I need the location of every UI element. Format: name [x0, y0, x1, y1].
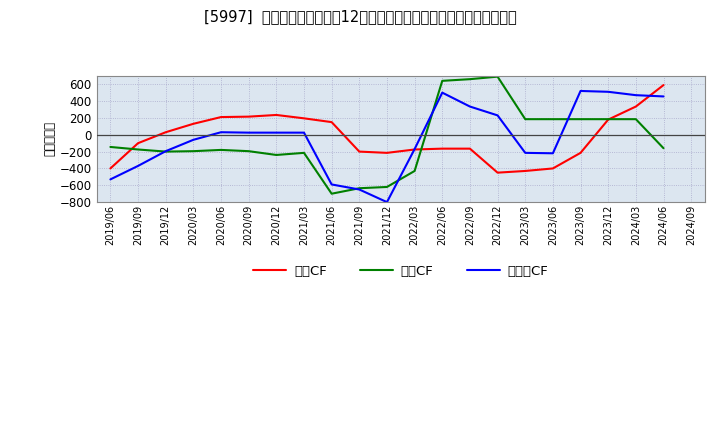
営業CF [410, 147, 419, 152]
投資CF [328, 191, 336, 196]
営業CF [604, 117, 613, 122]
投資CF [410, 169, 419, 174]
フリーCF [410, 147, 419, 152]
フリーCF [382, 199, 391, 205]
フリーCF [300, 130, 308, 135]
フリーCF [660, 94, 668, 99]
営業CF [521, 169, 529, 174]
営業CF [438, 146, 446, 151]
営業CF [189, 121, 198, 126]
営業CF [300, 116, 308, 121]
投資CF [493, 74, 502, 79]
営業CF [493, 170, 502, 175]
フリーCF [355, 187, 364, 192]
フリーCF [493, 113, 502, 118]
Line: 営業CF: 営業CF [110, 85, 664, 172]
フリーCF [217, 130, 225, 135]
営業CF [161, 130, 170, 135]
営業CF [631, 104, 640, 109]
Line: フリーCF: フリーCF [110, 91, 664, 202]
フリーCF [134, 163, 143, 169]
投資CF [549, 117, 557, 122]
投資CF [217, 147, 225, 153]
営業CF [106, 166, 114, 171]
投資CF [660, 146, 668, 151]
営業CF [355, 149, 364, 154]
投資CF [272, 152, 281, 158]
投資CF [604, 117, 613, 122]
フリーCF [106, 177, 114, 182]
営業CF [549, 166, 557, 171]
投資CF [631, 117, 640, 122]
投資CF [576, 117, 585, 122]
投資CF [382, 184, 391, 190]
フリーCF [161, 149, 170, 154]
営業CF [328, 120, 336, 125]
フリーCF [189, 137, 198, 143]
営業CF [134, 140, 143, 146]
投資CF [355, 186, 364, 191]
投資CF [189, 149, 198, 154]
営業CF [272, 112, 281, 117]
フリーCF [521, 150, 529, 155]
投資CF [438, 78, 446, 84]
フリーCF [438, 90, 446, 95]
Y-axis label: （百万円）: （百万円） [44, 121, 57, 157]
投資CF [106, 144, 114, 150]
フリーCF [272, 130, 281, 135]
営業CF [217, 114, 225, 120]
フリーCF [244, 130, 253, 135]
営業CF [244, 114, 253, 119]
Line: 投資CF: 投資CF [110, 77, 664, 194]
投資CF [134, 147, 143, 152]
Text: [5997]  キャッシュフローの12か月移動合計の対前年同期増減額の推移: [5997] キャッシュフローの12か月移動合計の対前年同期増減額の推移 [204, 9, 516, 24]
投資CF [244, 149, 253, 154]
フリーCF [576, 88, 585, 94]
フリーCF [604, 89, 613, 95]
投資CF [521, 117, 529, 122]
フリーCF [631, 92, 640, 98]
投資CF [300, 150, 308, 155]
営業CF [576, 150, 585, 155]
フリーCF [328, 182, 336, 187]
営業CF [466, 146, 474, 151]
フリーCF [549, 150, 557, 156]
投資CF [466, 77, 474, 82]
フリーCF [466, 104, 474, 109]
投資CF [161, 149, 170, 154]
営業CF [660, 82, 668, 88]
営業CF [382, 150, 391, 155]
Legend: 営業CF, 投資CF, フリーCF: 営業CF, 投資CF, フリーCF [248, 259, 554, 283]
